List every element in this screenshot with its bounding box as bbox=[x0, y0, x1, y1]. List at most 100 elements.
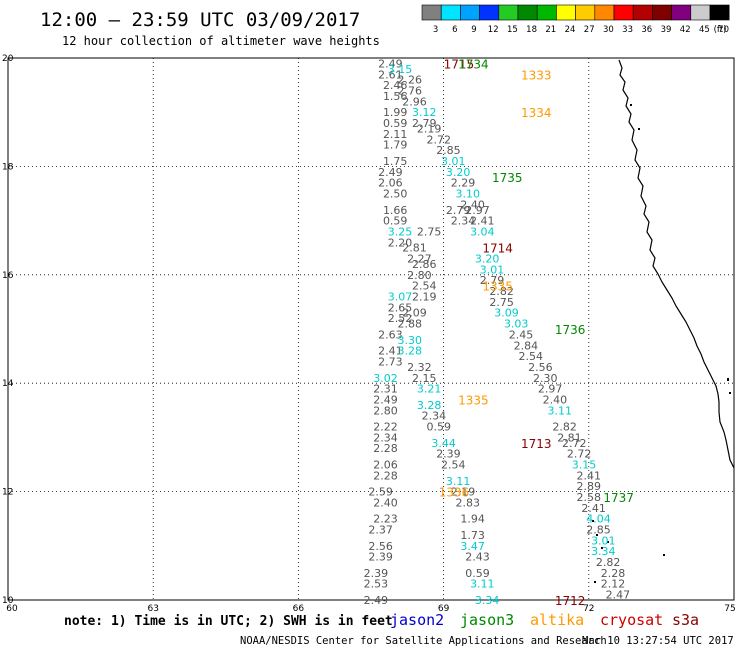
color-scale-swatch bbox=[536, 4, 557, 21]
wave-height-value: 3.44 bbox=[431, 437, 456, 450]
wave-height-value: 2.54 bbox=[441, 459, 466, 472]
wave-height-value: 2.34 bbox=[422, 410, 447, 423]
wave-height-value: 2.41 bbox=[581, 502, 606, 515]
wave-height-value: 2.81 bbox=[402, 242, 427, 255]
wave-height-value: 3.12 bbox=[412, 106, 437, 119]
wave-height-value: 2.34 bbox=[373, 431, 398, 444]
wave-height-value: 2.06 bbox=[373, 459, 398, 472]
wave-height-value: 2.41 bbox=[470, 215, 495, 228]
wave-height-value: 3.21 bbox=[417, 383, 442, 396]
wave-height-value: 2.97 bbox=[465, 204, 490, 217]
wave-height-value: 2.28 bbox=[601, 567, 626, 580]
color-scale-swatch bbox=[632, 4, 653, 21]
wave-height-value: 2.89 bbox=[577, 480, 602, 493]
wave-height-value: 2.79 bbox=[480, 274, 505, 287]
color-scale-swatch bbox=[556, 4, 576, 21]
wave-height-value: 1.75 bbox=[383, 155, 408, 168]
wave-height-value: 4.04 bbox=[586, 513, 611, 526]
wave-height-value: 2.53 bbox=[364, 578, 389, 591]
lon-tick-label: 72 bbox=[583, 604, 594, 614]
color-scale-swatch bbox=[613, 4, 634, 21]
pass-label: 1715 bbox=[444, 57, 475, 71]
color-scale-swatch bbox=[575, 4, 596, 21]
wave-height-value: 2.22 bbox=[373, 421, 398, 434]
coastline-islands bbox=[592, 104, 731, 583]
wave-height-value: 2.97 bbox=[538, 383, 563, 396]
wave-height-value: 2.72 bbox=[567, 448, 592, 461]
color-scale-legend: 3 6 9 12 15 18 21 24 27 30 33 36 39 42 45 70(ft) bbox=[421, 4, 730, 35]
wave-height-value: 3.03 bbox=[504, 318, 529, 331]
color-scale-swatch bbox=[690, 4, 711, 21]
wave-height-value: 1.73 bbox=[460, 529, 485, 542]
wave-height-value: 2.85 bbox=[586, 524, 611, 537]
wave-height-value: 2.86 bbox=[412, 258, 437, 271]
coastline bbox=[618, 59, 735, 469]
wave-height-value: 1.99 bbox=[383, 106, 408, 119]
wave-height-value: 3.28 bbox=[417, 399, 442, 412]
wave-height-value: 2.75 bbox=[489, 296, 514, 309]
wave-height-value: 2.27 bbox=[407, 253, 432, 266]
color-scale-value: 21 bbox=[545, 25, 556, 35]
wave-height-value: 2.37 bbox=[368, 524, 393, 537]
wave-height-value: 3.15 bbox=[572, 459, 597, 472]
wave-height-value: 2.26 bbox=[397, 74, 422, 87]
wave-height-value: 0.59 bbox=[383, 117, 408, 130]
color-scale-value: 12 bbox=[488, 25, 499, 35]
wave-height-value: 2.31 bbox=[373, 383, 398, 396]
wave-height-value: 2.39 bbox=[368, 551, 393, 564]
wave-height-value: 1.56 bbox=[383, 90, 408, 103]
wave-height-value: 3.20 bbox=[446, 166, 471, 179]
wave-height-value: 2.15 bbox=[412, 372, 437, 385]
wave-height-value: 2.50 bbox=[383, 188, 408, 201]
wave-height-value: 3.09 bbox=[494, 307, 519, 320]
color-scale-value: 33 bbox=[622, 25, 633, 35]
pass-label: 1734 bbox=[458, 57, 489, 71]
wave-height-value: 2.46 bbox=[383, 79, 408, 92]
wave-height-value: 2.72 bbox=[427, 133, 452, 146]
wave-height-value: 2.47 bbox=[606, 589, 631, 602]
pass-label: 1336 bbox=[439, 486, 470, 500]
wave-height-value: 3.25 bbox=[388, 225, 413, 238]
color-scale-swatch bbox=[671, 4, 692, 21]
wave-height-value: 2.56 bbox=[368, 540, 393, 553]
wave-height-value: 3.02 bbox=[373, 372, 398, 385]
pass-label: 1713 bbox=[521, 437, 552, 451]
satellite-legend-cryosat: cryosat bbox=[600, 611, 663, 629]
color-scale-value: 3 bbox=[433, 25, 438, 35]
lon-tick-label: 63 bbox=[147, 604, 158, 614]
pass-label: 1735 bbox=[492, 171, 523, 185]
wave-height-value: 2.82 bbox=[596, 556, 621, 569]
timestamp-text: Mar 10 13:27:54 UTC 2017 bbox=[582, 635, 734, 647]
color-scale-swatch bbox=[498, 4, 519, 21]
wave-height-value: 2.82 bbox=[489, 285, 514, 298]
wave-height-value: 2.09 bbox=[402, 307, 427, 320]
wave-height-value: 2.41 bbox=[378, 345, 403, 358]
color-scale-value: 36 bbox=[641, 25, 652, 35]
wave-height-value: 2.80 bbox=[373, 404, 398, 417]
wave-height-value: 2.54 bbox=[518, 350, 543, 363]
color-scale-swatch bbox=[421, 4, 442, 21]
wave-height-value: 2.61 bbox=[378, 68, 403, 81]
wave-height-value: 2.28 bbox=[373, 469, 398, 482]
wave-height-value: 3.28 bbox=[397, 345, 422, 358]
color-scale-value: 42 bbox=[680, 25, 691, 35]
color-scale-value: 15 bbox=[507, 25, 518, 35]
wave-height-value: 3.34 bbox=[475, 594, 500, 607]
lat-tick-label: 10 bbox=[2, 596, 14, 606]
wave-height-value: 2.45 bbox=[509, 328, 534, 341]
wave-height-value: 3.01 bbox=[441, 155, 466, 168]
wave-height-value: 2.12 bbox=[601, 578, 626, 591]
wave-height-value: 2.34 bbox=[451, 215, 476, 228]
wave-height-value: 3.04 bbox=[470, 225, 495, 238]
color-scale-value: 45 bbox=[699, 25, 710, 35]
color-scale-value: 24 bbox=[565, 25, 576, 35]
wave-height-value: 2.29 bbox=[451, 177, 476, 190]
wave-height-value: 2.85 bbox=[436, 144, 461, 157]
satellite-legend-jason2: jason2 bbox=[390, 611, 444, 629]
note-text: note: 1) Time is in UTC; 2) SWH is in fe… bbox=[64, 614, 393, 629]
wave-height-value: 2.79 bbox=[446, 204, 471, 217]
wave-height-value: 2.82 bbox=[552, 421, 577, 434]
wave-height-value: 2.76 bbox=[397, 85, 422, 98]
color-scale-value: 9 bbox=[471, 25, 476, 35]
wave-height-value: 3.20 bbox=[475, 253, 500, 266]
